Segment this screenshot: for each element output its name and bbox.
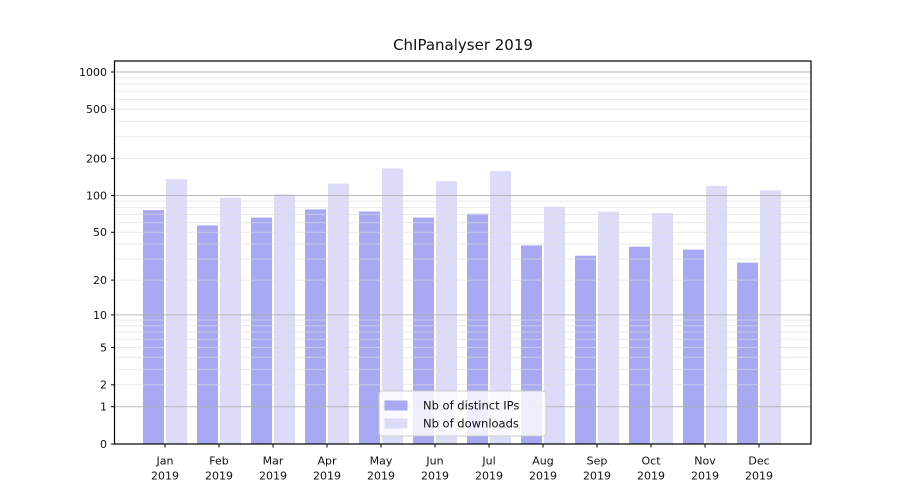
x-tick-label-year-may: 2019 (367, 470, 395, 483)
y-tick-label-2: 2 (100, 379, 107, 392)
legend-swatch-distinct-ips (384, 400, 408, 411)
bar-downloads-jul (490, 171, 511, 444)
bar-downloads-oct (652, 213, 673, 444)
x-tick-label-month-oct: Oct (641, 455, 661, 468)
legend-swatch-downloads (384, 418, 408, 429)
legend-box (378, 390, 547, 437)
x-tick-label-month-mar: Mar (263, 455, 284, 468)
bar-distinct-ips-oct (629, 246, 650, 444)
bar-distinct-ips-jun (413, 217, 434, 444)
x-tick-label-year-nov: 2019 (691, 470, 719, 483)
x-tick-label-month-aug: Aug (532, 455, 553, 468)
bar-distinct-ips-feb (197, 225, 218, 444)
bar-distinct-ips-dec (737, 262, 758, 444)
legend: Nb of distinct IPs Nb of downloads (378, 390, 547, 437)
y-tick-label-200: 200 (86, 152, 107, 165)
chart-title: ChIPanalyser 2019 (393, 36, 533, 54)
bar-distinct-ips-mar (251, 217, 272, 444)
bar-downloads-mar (274, 194, 295, 444)
y-tick-label-1000: 1000 (79, 66, 107, 79)
x-tick-label-year-aug: 2019 (529, 470, 557, 483)
legend-label-downloads: Nb of downloads (423, 417, 519, 431)
x-tick-label-year-feb: 2019 (205, 470, 233, 483)
x-tick-label-month-nov: Nov (694, 455, 716, 468)
legend-label-distinct-ips: Nb of distinct IPs (423, 399, 519, 413)
bar-downloads-may (382, 168, 403, 444)
x-tick-label-month-jan: Jan (156, 455, 174, 468)
x-tick-label-month-apr: Apr (317, 455, 337, 468)
y-tick-label-500: 500 (86, 103, 107, 116)
y-tick-label-100: 100 (86, 189, 107, 202)
y-tick-label-50: 50 (93, 226, 107, 239)
y-tick-label-20: 20 (93, 274, 107, 287)
x-tick-label-year-mar: 2019 (259, 470, 287, 483)
y-tick-label-10: 10 (93, 309, 107, 322)
bar-distinct-ips-jul (467, 213, 488, 444)
bar-downloads-jun (436, 181, 457, 444)
x-axis: Jan 2019 Feb 2019 Mar 2019 Apr 2019 May 2019 Jun 20… (151, 444, 773, 483)
bar-distinct-ips-nov (683, 249, 704, 444)
bar-downloads-apr (328, 183, 349, 444)
x-tick-label-month-jun: Jun (425, 455, 443, 468)
y-tick-label-0: 0 (100, 438, 107, 451)
bar-downloads-sep (598, 211, 619, 444)
bar-distinct-ips-apr (305, 209, 326, 444)
x-tick-label-month-feb: Feb (209, 455, 228, 468)
x-tick-label-month-may: May (370, 455, 393, 468)
x-tick-label-year-jun: 2019 (421, 470, 449, 483)
y-axis: 0 1 2 5 10 20 50 100 200 500 1000 (79, 66, 115, 451)
plot-frame (113, 60, 812, 445)
x-tick-label-year-apr: 2019 (313, 470, 341, 483)
x-tick-label-year-oct: 2019 (637, 470, 665, 483)
bar-distinct-ips-jan (143, 210, 164, 444)
x-tick-label-month-dec: Dec (748, 455, 769, 468)
x-tick-label-year-sep: 2019 (583, 470, 611, 483)
y-tick-label-5: 5 (100, 341, 107, 354)
bar-downloads-dec (760, 190, 781, 444)
grid-layer (114, 71, 811, 408)
x-tick-label-month-sep: Sep (587, 455, 608, 468)
x-tick-label-year-jan: 2019 (151, 470, 179, 483)
bar-distinct-ips-sep (575, 255, 596, 444)
bar-downloads-jan (166, 179, 187, 444)
y-tick-label-1: 1 (100, 401, 107, 414)
bar-distinct-ips-may (359, 211, 380, 444)
x-tick-label-month-jul: Jul (481, 455, 495, 468)
x-tick-label-year-dec: 2019 (745, 470, 773, 483)
x-tick-label-year-jul: 2019 (475, 470, 503, 483)
